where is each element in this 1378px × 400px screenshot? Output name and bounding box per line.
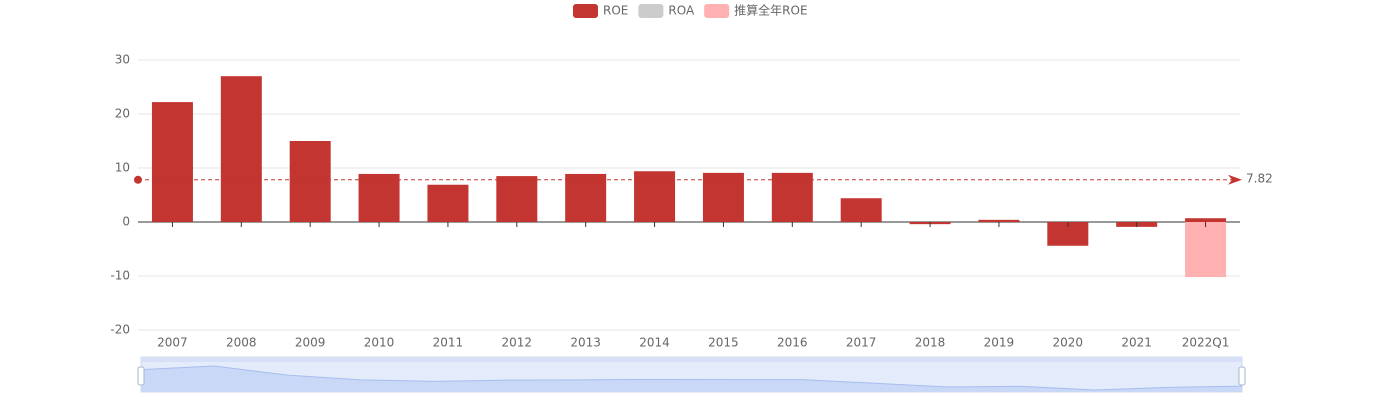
bar [1185,218,1227,222]
bar [771,172,813,222]
bar [358,173,400,222]
x-tick-label: 2014 [639,336,670,350]
x-tick-label: 2021 [1121,336,1152,350]
y-tick-label: -20 [110,323,130,337]
x-tick-label: 2012 [502,336,533,350]
zoom-handle-top[interactable] [141,357,1242,362]
x-tick-label: 2020 [1053,336,1084,350]
y-tick-label: -10 [110,269,130,283]
bar [978,219,1020,222]
mark-line-arrow [1228,174,1242,185]
bar [634,171,676,222]
y-tick-label: 0 [122,215,130,229]
legend-label[interactable]: 推算全年ROE [734,3,807,18]
x-tick-label: 2007 [157,336,188,350]
x-tick-label: 2008 [226,336,257,350]
legend-swatch[interactable] [638,4,664,18]
bar [1047,222,1089,246]
legend-label[interactable]: ROA [668,4,695,18]
mark-line-label: 7.82 [1246,171,1273,185]
zoom-handle-left[interactable] [137,366,145,386]
bar [1185,222,1227,278]
zoom-line [140,365,1243,391]
x-tick-label: 2017 [846,336,877,350]
x-tick-label: 2011 [433,336,464,350]
bar [496,176,538,222]
zoom-handle-right[interactable] [1238,366,1246,386]
bar [289,141,331,222]
bar [427,184,469,222]
x-tick-label: 2018 [915,336,946,350]
x-tick-label: 2009 [295,336,326,350]
bar [840,198,882,222]
bar [220,76,262,222]
zoom-area [141,366,1242,392]
x-tick-label: 2016 [777,336,808,350]
x-tick-label: 2010 [364,336,395,350]
y-tick-label: 10 [115,161,130,175]
x-tick-label: 2022Q1 [1182,336,1230,350]
x-tick-label: 2019 [984,336,1015,350]
legend-swatch[interactable] [573,4,598,18]
legend-label[interactable]: ROE [603,4,628,18]
y-tick-label: 20 [115,107,130,121]
bar [151,102,193,222]
legend-swatch[interactable] [704,4,730,18]
x-tick-label: 2015 [708,336,739,350]
y-tick-label: 30 [115,53,130,67]
x-tick-label: 2013 [570,336,601,350]
bar [565,173,607,222]
bar [702,172,744,222]
